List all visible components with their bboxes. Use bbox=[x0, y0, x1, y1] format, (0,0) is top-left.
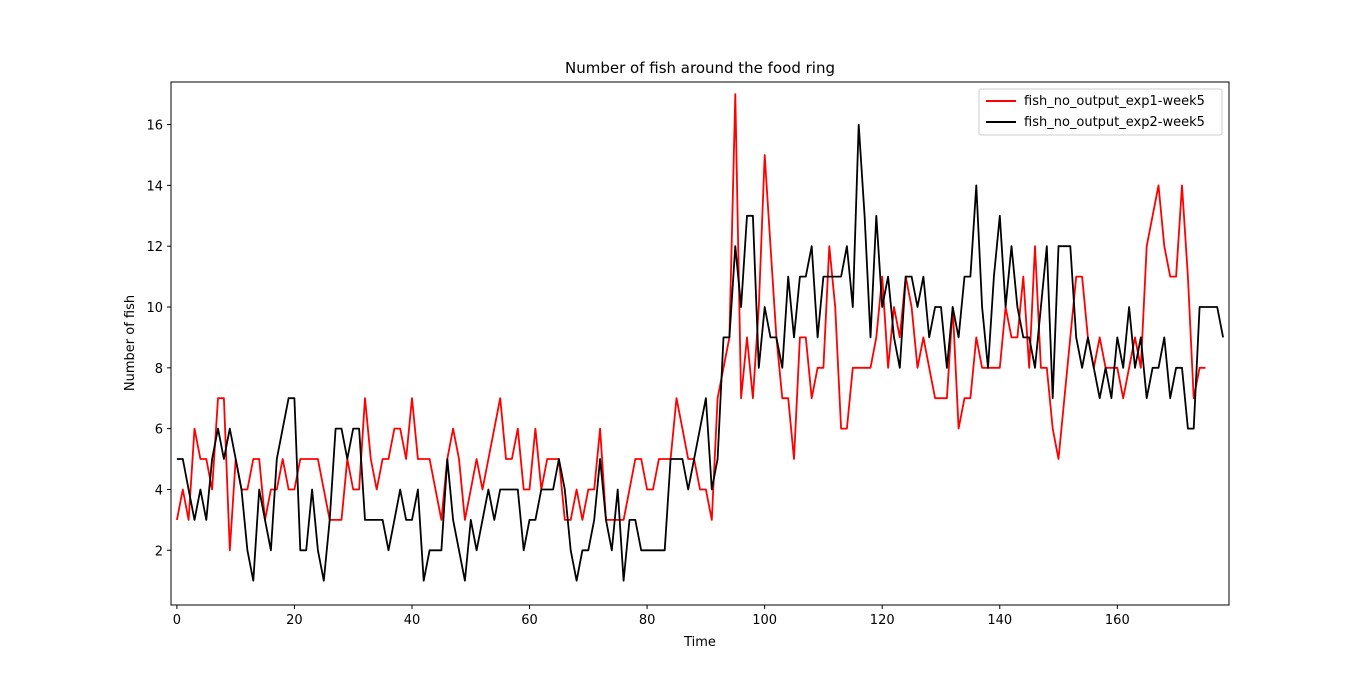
y-tick-label: 4 bbox=[155, 483, 163, 498]
legend-box bbox=[978, 88, 1223, 136]
plot-area bbox=[170, 81, 1230, 606]
x-tick-label: 20 bbox=[286, 613, 303, 628]
x-tick-label: 0 bbox=[173, 613, 181, 628]
x-tick-label: 140 bbox=[987, 613, 1012, 628]
y-axis-label: Number of fish bbox=[123, 295, 138, 391]
legend-label-series-2: fish_no_output_exp2-week5 bbox=[1024, 115, 1205, 130]
y-tick-label: 6 bbox=[155, 423, 163, 438]
x-axis-ticks: 0 20 40 60 80 100 120 140 160 bbox=[173, 605, 1130, 628]
x-tick-label: 60 bbox=[521, 613, 538, 628]
y-tick-label: 8 bbox=[155, 362, 163, 377]
x-tick-label: 80 bbox=[639, 613, 656, 628]
legend: fish_no_output_exp1-week5 fish_no_output… bbox=[978, 88, 1223, 136]
y-tick-label: 16 bbox=[146, 119, 163, 134]
x-tick-label: 160 bbox=[1105, 613, 1130, 628]
series-line-2 bbox=[176, 123, 1224, 582]
series-layer bbox=[176, 93, 1224, 582]
y-tick-label: 10 bbox=[146, 301, 163, 316]
y-tick-label: 12 bbox=[146, 240, 163, 255]
y-axis-ticks: 2 4 6 8 10 12 14 16 bbox=[146, 119, 171, 559]
series-line-1 bbox=[176, 93, 1206, 552]
x-tick-label: 100 bbox=[752, 613, 777, 628]
y-tick-label: 14 bbox=[146, 179, 163, 194]
x-axis-label: Time bbox=[683, 635, 716, 650]
x-tick-label: 120 bbox=[870, 613, 895, 628]
x-tick-label: 40 bbox=[404, 613, 421, 628]
plot-frame bbox=[170, 81, 1230, 606]
legend-label-series-1: fish_no_output_exp1-week5 bbox=[1024, 94, 1205, 109]
y-tick-label: 2 bbox=[155, 544, 163, 559]
chart-title: Number of fish around the food ring bbox=[565, 59, 835, 77]
